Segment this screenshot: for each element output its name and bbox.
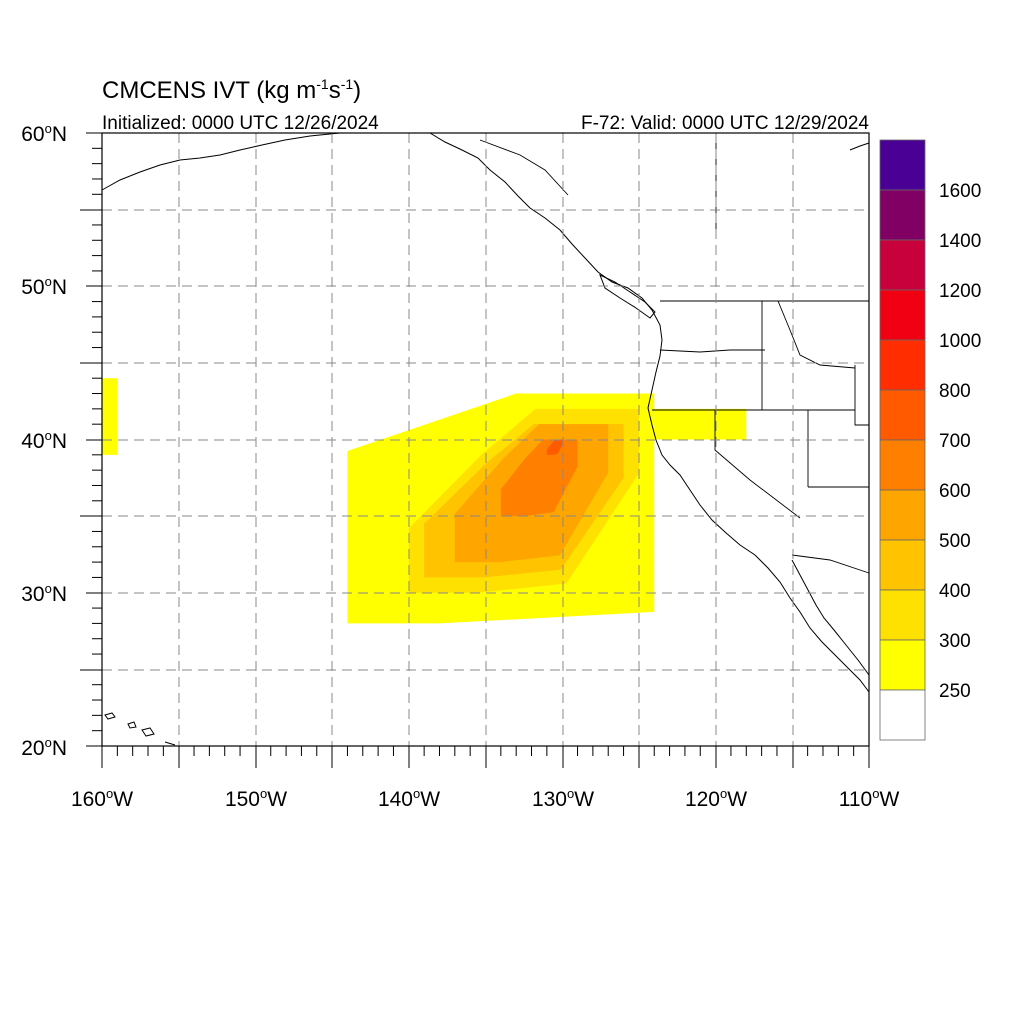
lat-label-50: 50oN — [21, 274, 67, 299]
colorbar-label: 1600 — [939, 181, 981, 202]
colorbar: 1600 1400 1200 1000 800 700 600 500 400 300 250 — [879, 139, 981, 741]
vancouver-island — [599, 274, 656, 319]
axis-ticks — [80, 132, 870, 768]
washington-oregon-border — [659, 349, 765, 353]
colorbar-swatch — [879, 639, 926, 691]
colorbar-swatch — [879, 589, 926, 641]
us-mexico-border — [791, 554, 870, 574]
colorbar-swatch — [879, 439, 926, 491]
colorbar-label: 800 — [939, 381, 971, 402]
colorbar-label: 400 — [939, 581, 971, 602]
map-frame — [101, 132, 870, 747]
lat-label-20: 20oN — [21, 735, 67, 760]
colorbar-swatch — [879, 339, 926, 391]
figure-title: CMCENS IVT (kg m-1s-1) — [102, 76, 361, 104]
colorbar-swatch — [879, 239, 926, 291]
latitude-labels: 60oN 50oN 40oN 30oN 20oN — [21, 121, 67, 760]
lon-label-140: 140oW — [378, 786, 440, 811]
map-plot-area — [80, 132, 870, 768]
colorbar-swatch — [879, 389, 926, 441]
lat-label-60: 60oN — [21, 121, 67, 146]
colorbar-swatch — [879, 289, 926, 341]
colorbar-label: 300 — [939, 631, 971, 652]
colorbar-label: 700 — [939, 431, 971, 452]
ivt-region-600 — [500, 439, 578, 517]
longitude-labels: 160oW 150oW 140oW 130oW 120oW 110oW — [71, 786, 900, 811]
lon-label-130: 130oW — [532, 786, 594, 811]
valid-time-label: F-72: Valid: 0000 UTC 12/29/2024 — [581, 113, 869, 134]
ivt-region-250 — [654, 408, 747, 440]
colorbar-label: 250 — [939, 681, 971, 702]
ivt-region-250 — [102, 378, 118, 455]
lon-label-160: 160oW — [71, 786, 133, 811]
colorbar-label: 500 — [939, 531, 971, 552]
colorbar-swatch — [879, 139, 926, 191]
colorbar-swatch — [879, 539, 926, 591]
political-borders — [479, 133, 870, 574]
lat-label-30: 30oN — [21, 581, 67, 606]
utah-wyoming-border — [854, 365, 869, 426]
colorbar-label: 600 — [939, 481, 971, 502]
colorbar-swatch — [879, 189, 926, 241]
colorbar-label: 1000 — [939, 331, 981, 352]
hawaii-islands — [104, 712, 176, 746]
lon-label-120: 120oW — [685, 786, 747, 811]
coastlines — [101, 132, 870, 746]
lon-label-150: 150oW — [225, 786, 287, 811]
ivt-region-700 — [546, 439, 563, 455]
alaska-canada-border — [479, 139, 569, 196]
gridlines — [102, 133, 869, 746]
lon-label-110: 110oW — [839, 786, 900, 811]
colorbar-swatch — [879, 489, 926, 541]
idaho-montana-border — [777, 300, 856, 369]
colorbar-swatch — [879, 689, 926, 741]
ivt-field — [102, 378, 747, 624]
colorbar-label: 1200 — [939, 281, 981, 302]
north-america-coastline — [429, 132, 870, 693]
hudson-area-coastline — [849, 142, 870, 151]
baja-california-coastline — [791, 559, 870, 676]
minor-ticks — [92, 147, 855, 756]
colorbar-label: 1400 — [939, 231, 981, 252]
nevada-california-border — [714, 410, 801, 519]
alaska-coastline — [101, 132, 341, 191]
init-time-label: Initialized: 0000 UTC 12/26/2024 — [102, 113, 379, 134]
lat-label-40: 40oN — [21, 428, 67, 453]
